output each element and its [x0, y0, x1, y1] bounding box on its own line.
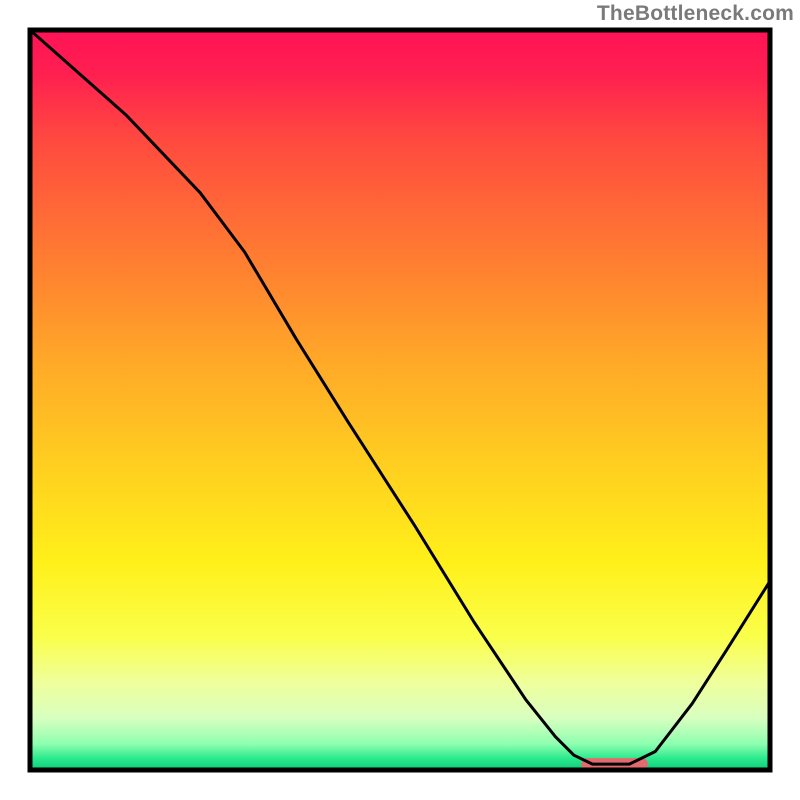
bottleneck-chart [0, 0, 800, 800]
gradient-background [30, 30, 770, 770]
chart-container: { "watermark": { "text": "TheBottleneck.… [0, 0, 800, 800]
plot-area [30, 30, 772, 770]
watermark-text: TheBottleneck.com [597, 2, 794, 26]
